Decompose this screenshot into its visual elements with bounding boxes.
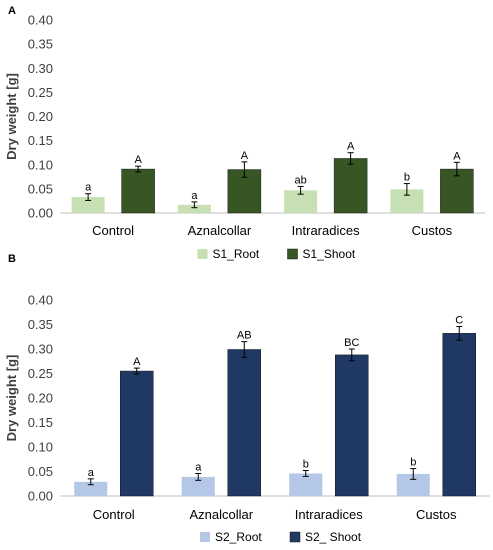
panel-label: B xyxy=(8,253,16,265)
bar xyxy=(390,189,424,213)
y-tick-label: 0.30 xyxy=(28,342,53,357)
category-label: Intraradices xyxy=(295,507,363,522)
bar xyxy=(227,349,261,497)
significance-letter: ab xyxy=(295,174,307,186)
significance-letter: A xyxy=(133,356,141,368)
legend-label: S2_Root xyxy=(215,530,262,544)
significance-letter: b xyxy=(404,172,410,184)
category-label: Intraradices xyxy=(292,223,360,238)
significance-letter: AB xyxy=(237,330,252,342)
category-label: Aznalcollar xyxy=(188,223,252,238)
bar xyxy=(284,190,318,213)
category-label: Control xyxy=(93,507,135,522)
bar xyxy=(335,354,369,497)
y-tick-label: 0.10 xyxy=(28,440,53,455)
y-tick-label: 0.20 xyxy=(28,391,53,406)
y-tick-label: 0.30 xyxy=(28,61,53,76)
category-label: Custos xyxy=(416,507,457,522)
y-tick-label: 0.15 xyxy=(28,415,53,430)
y-tick-label: 0.40 xyxy=(28,293,53,308)
bar xyxy=(440,168,474,214)
y-tick-label: 0.35 xyxy=(28,317,53,332)
panel-label: A xyxy=(8,5,16,17)
significance-letter: a xyxy=(88,467,95,479)
bar xyxy=(71,197,105,213)
significance-letter: BC xyxy=(344,337,359,349)
legend-label: S1_Shoot xyxy=(303,247,356,261)
significance-letter: b xyxy=(410,457,416,469)
y-tick-label: 0.25 xyxy=(28,366,53,381)
category-label: Aznalcollar xyxy=(189,507,253,522)
legend-swatch xyxy=(200,532,210,542)
significance-letter: a xyxy=(191,190,198,202)
legend-label: S2_ Shoot xyxy=(305,530,362,544)
y-tick-label: 0.35 xyxy=(28,37,53,52)
y-tick-label: 0.00 xyxy=(28,206,53,221)
y-tick-label: 0.20 xyxy=(28,109,53,124)
legend-swatch xyxy=(287,248,298,260)
significance-letter: A xyxy=(134,154,142,166)
y-tick-label: 0.40 xyxy=(28,13,53,28)
bar xyxy=(289,473,323,496)
category-label: Control xyxy=(92,223,134,238)
y-tick-label: 0.05 xyxy=(28,181,53,196)
bar xyxy=(333,158,368,214)
y-tick-label: 0.10 xyxy=(28,157,53,172)
y-tick-label: 0.25 xyxy=(28,85,53,100)
legend-swatch xyxy=(197,249,208,259)
bar xyxy=(181,476,215,496)
category-label: Custos xyxy=(412,223,453,238)
y-tick-label: 0.15 xyxy=(28,133,53,148)
significance-letter: A xyxy=(453,150,461,162)
significance-letter: A xyxy=(347,141,355,153)
legend-swatch xyxy=(289,531,301,543)
bar xyxy=(396,473,430,496)
significance-letter: b xyxy=(303,459,309,471)
y-axis-title: Dry weight [g] xyxy=(4,73,19,160)
bar xyxy=(121,168,155,214)
significance-letter: C xyxy=(455,314,463,326)
y-tick-label: 0.05 xyxy=(28,464,53,479)
significance-letter: A xyxy=(241,150,249,162)
bar xyxy=(74,481,108,496)
legend-label: S1_Root xyxy=(213,247,260,261)
bar xyxy=(177,204,211,213)
bar xyxy=(120,370,154,497)
significance-letter: a xyxy=(85,182,92,194)
significance-letter: a xyxy=(195,461,202,473)
y-tick-label: 0.00 xyxy=(28,489,53,504)
y-axis-title: Dry weight [g] xyxy=(4,355,19,442)
bar xyxy=(442,333,476,497)
